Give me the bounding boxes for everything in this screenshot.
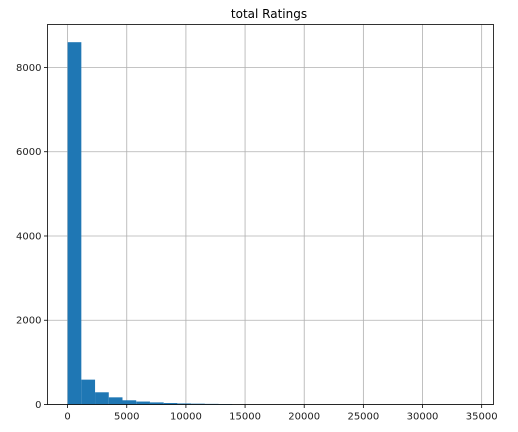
x-tick-label: 15000: [229, 412, 261, 423]
x-tick-label: 35000: [466, 412, 498, 423]
histogram-bar: [68, 42, 82, 404]
bars-layer: [68, 42, 233, 404]
x-tick-label: 20000: [288, 412, 320, 423]
y-tick-label: 6000: [16, 147, 41, 158]
histogram-bar: [81, 380, 95, 405]
x-axis: 0 5000 10000 15000 20000 25000 30000 35000: [64, 405, 497, 423]
histogram-bar: [109, 397, 123, 404]
histogram-bar: [95, 392, 109, 404]
grid-layer: [48, 25, 494, 405]
y-tick-label: 8000: [16, 63, 41, 74]
histogram-bar: [123, 400, 137, 404]
histogram-bar: [136, 402, 150, 405]
x-tick-label: 10000: [170, 412, 202, 423]
x-tick-label: 0: [64, 412, 70, 423]
chart-title: total Ratings: [231, 7, 307, 21]
y-tick-label: 2000: [16, 316, 41, 327]
x-tick-label: 30000: [407, 412, 439, 423]
x-tick-label: 25000: [347, 412, 379, 423]
y-tick-label: 0: [35, 400, 41, 411]
y-axis: 0 2000 4000 6000 8000: [16, 63, 47, 411]
x-tick-label: 5000: [114, 412, 139, 423]
plot-frame: [48, 25, 494, 405]
y-tick-label: 4000: [16, 231, 41, 242]
